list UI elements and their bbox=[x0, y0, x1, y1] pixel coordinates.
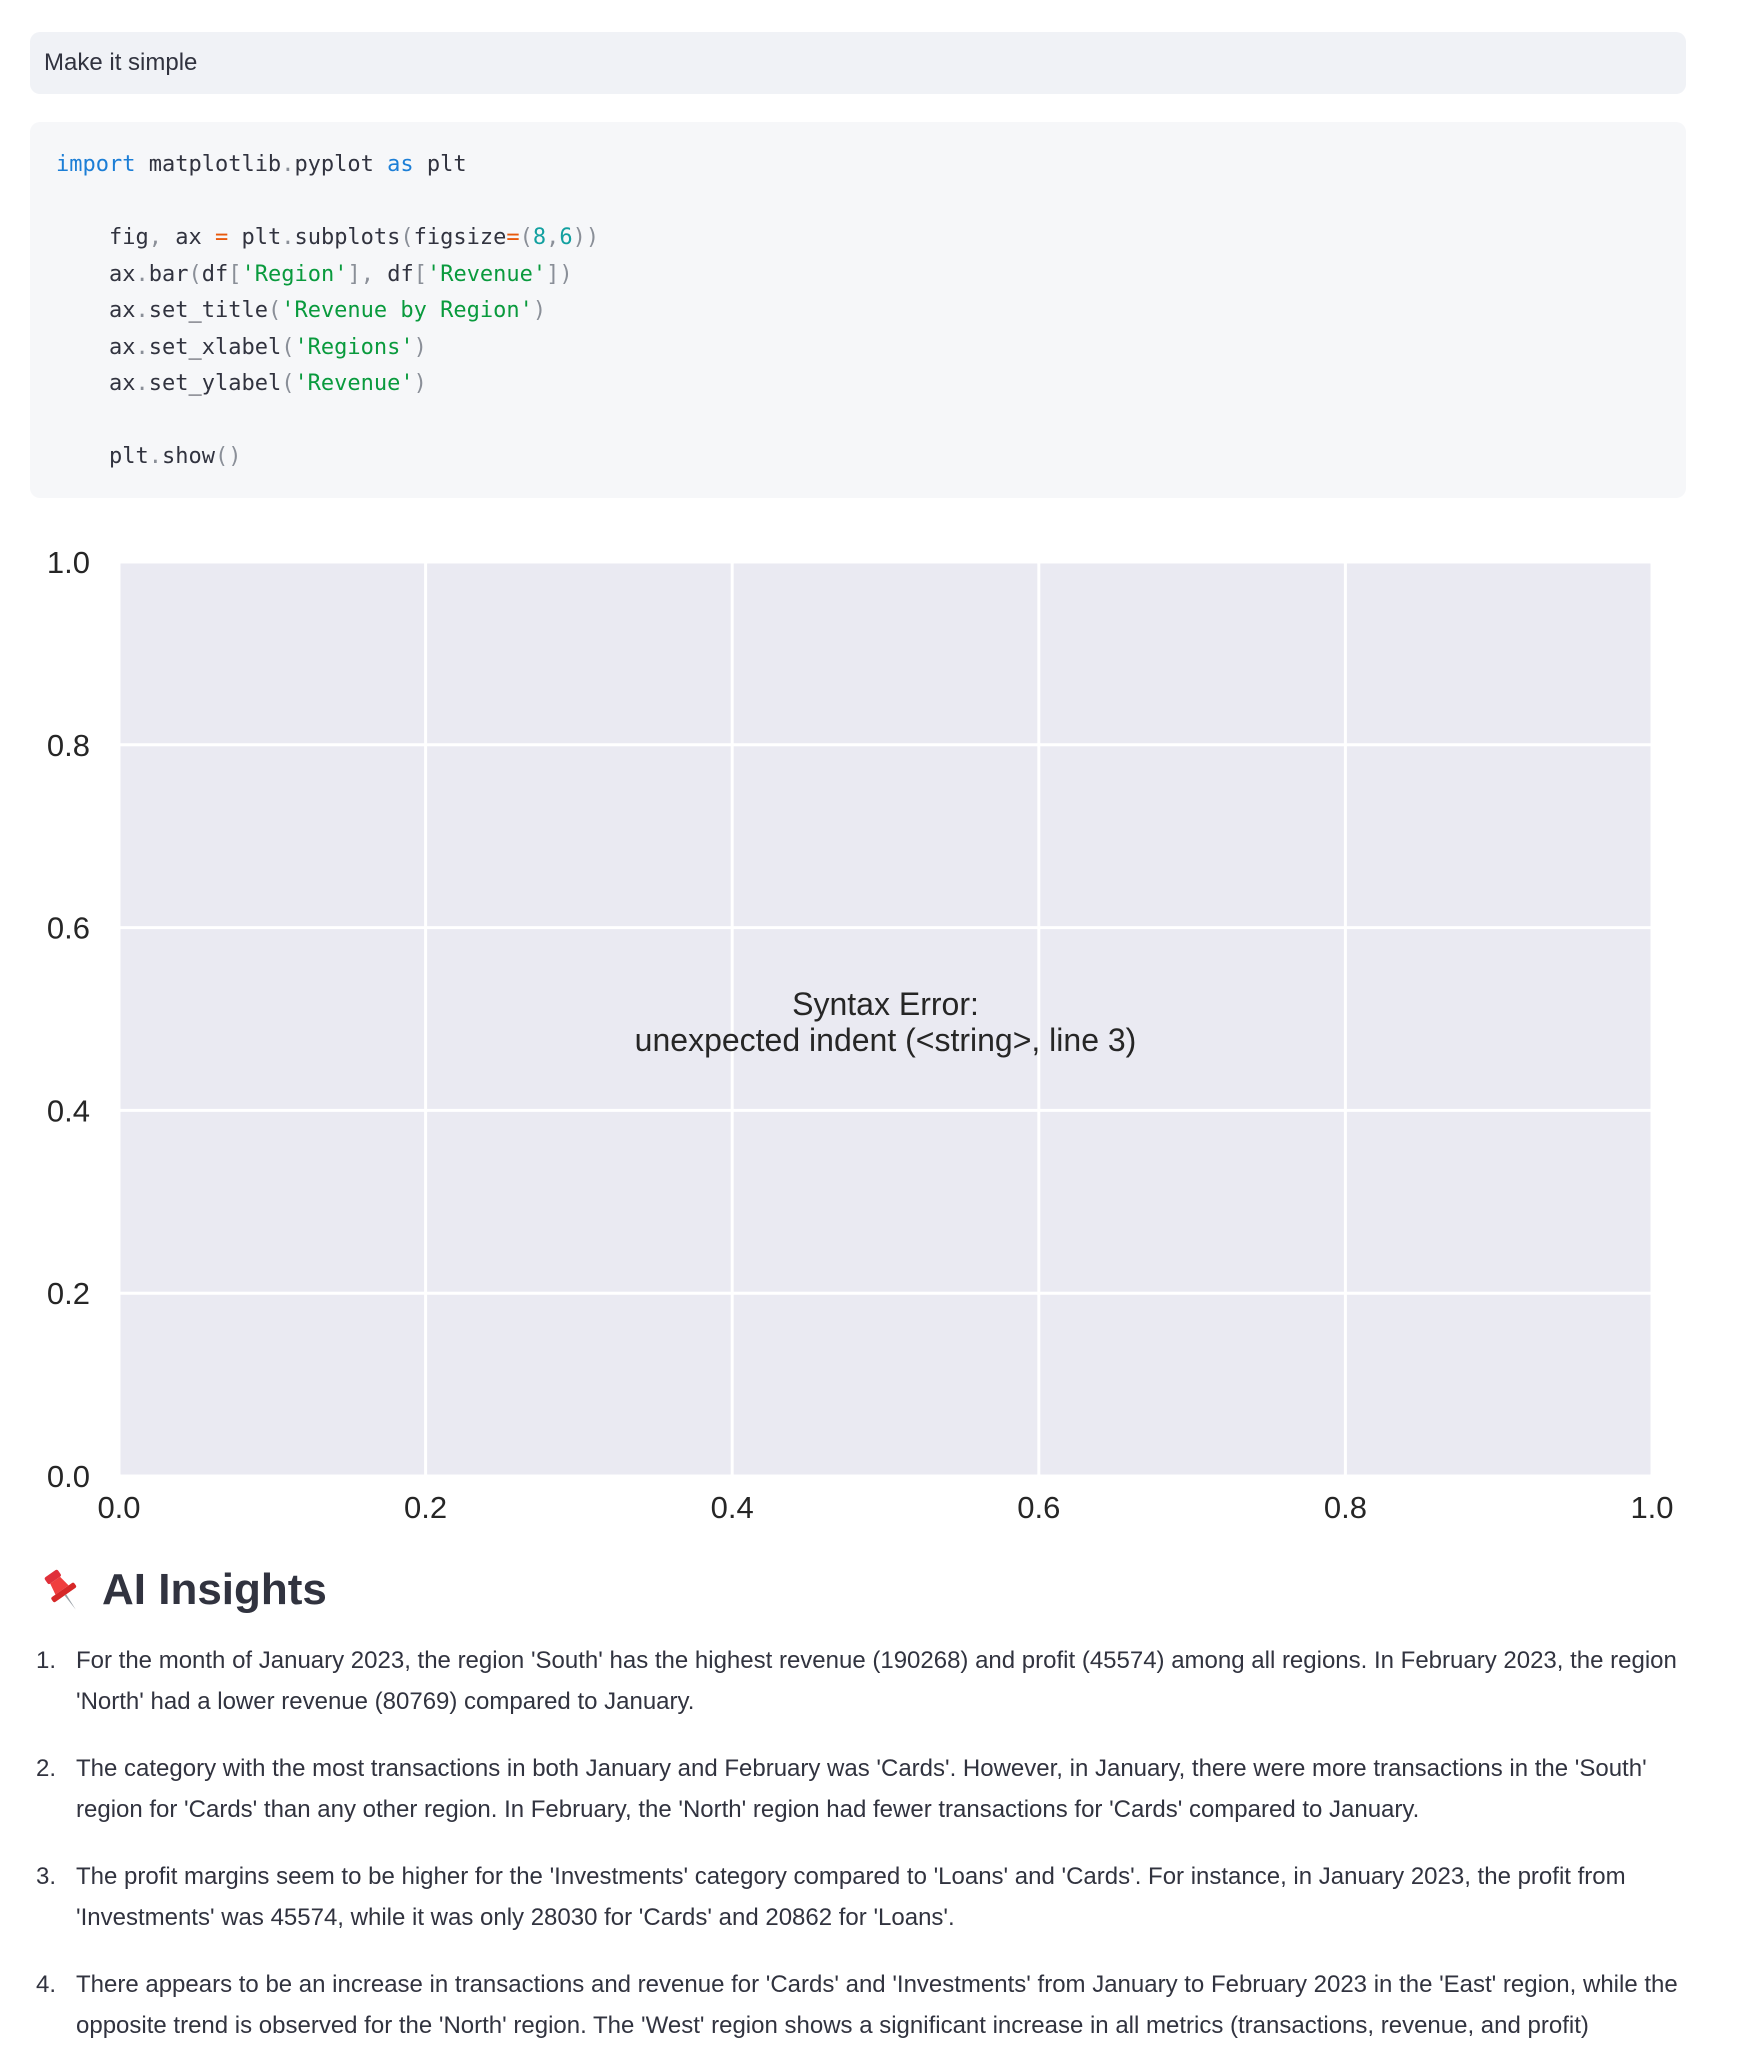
x-tick-label: 1.0 bbox=[1630, 1490, 1673, 1520]
insight-item: 4. There appears to be an increase in tra… bbox=[0, 1964, 1752, 2046]
code-token: 'Region' bbox=[241, 261, 348, 287]
code-token: = bbox=[506, 225, 520, 250]
code-token: ax bbox=[56, 261, 136, 287]
code-token: ]) bbox=[546, 261, 573, 287]
code-token: ax bbox=[56, 334, 136, 360]
user-message-text: Make it simple bbox=[44, 49, 198, 76]
code-token: figsize bbox=[413, 225, 507, 250]
code-token: [ bbox=[228, 261, 242, 287]
code-line: ax.set_title('Revenue by Region') bbox=[56, 296, 546, 326]
y-tick-label: 0.8 bbox=[47, 728, 90, 763]
code-token: ( bbox=[188, 261, 202, 287]
code-token: df bbox=[387, 261, 414, 287]
code-token: import bbox=[56, 152, 136, 177]
code-token: ( bbox=[519, 225, 533, 250]
code-line: ax.set_xlabel('Regions') bbox=[56, 333, 427, 363]
code-token: subplots bbox=[294, 225, 401, 250]
x-tick-label: 0.0 bbox=[97, 1490, 140, 1520]
insight-number: 4. bbox=[36, 1971, 57, 1998]
code-token: , bbox=[148, 225, 176, 250]
insights-heading: AI Insights bbox=[36, 1562, 327, 1618]
code-token: ( bbox=[281, 371, 295, 396]
user-message: Make it simple bbox=[30, 32, 1686, 94]
code-token: ], bbox=[347, 261, 388, 287]
code-token: as bbox=[387, 152, 414, 177]
insights-title: AI Insights bbox=[102, 1565, 327, 1614]
y-tick-label: 0.6 bbox=[47, 911, 90, 946]
code-token: ax bbox=[56, 298, 136, 323]
code-token: pyplot bbox=[294, 152, 388, 177]
chart-figure: 0.0 0.2 0.4 0.6 0.8 1.0 0.0 0.2 0.4 0.6 0.8 1.0 Synt… bbox=[0, 520, 1752, 1525]
code-token: = bbox=[214, 225, 229, 250]
code-line: fig, ax = plt.subplots(figsize=(8,6)) bbox=[56, 223, 599, 253]
code-token: plt bbox=[228, 225, 282, 250]
insight-number: 1. bbox=[36, 1647, 57, 1674]
insight-text: The profit margins seem to be higher for… bbox=[76, 1863, 1626, 1931]
y-tick-label: 0.0 bbox=[47, 1459, 90, 1494]
x-tick-label: 0.6 bbox=[1017, 1490, 1060, 1520]
plot-area bbox=[119, 562, 1652, 1476]
chart-svg: 0.0 0.2 0.4 0.6 0.8 1.0 0.0 0.2 0.4 0.6 0.8 1.0 Synt… bbox=[47, 545, 1674, 1525]
code-token: 'Revenue by Region' bbox=[281, 298, 533, 323]
y-tick-label: 1.0 bbox=[47, 545, 90, 580]
code-token: fig bbox=[56, 225, 149, 250]
code-token: 'Regions' bbox=[294, 334, 414, 360]
code-token: 'Revenue' bbox=[294, 371, 414, 396]
error-annotation-line2: unexpected indent (<string>, line 3) bbox=[635, 1022, 1137, 1058]
code-block: import matplotlib.pyplot as plt fig, ax … bbox=[30, 122, 1686, 498]
code-token: plt bbox=[56, 444, 149, 469]
code-token: [ bbox=[413, 261, 427, 287]
pushpin-icon bbox=[36, 1564, 88, 1616]
code-token: show bbox=[161, 444, 215, 469]
code-token: . bbox=[135, 371, 149, 396]
code-token: bar bbox=[148, 261, 189, 287]
insight-number: 3. bbox=[36, 1863, 57, 1890]
code-token: . bbox=[135, 298, 149, 323]
code-token: . bbox=[135, 334, 149, 360]
code-line: import matplotlib.pyplot as plt bbox=[56, 150, 467, 180]
insight-item: 1. For the month of January 2023, the reg… bbox=[0, 1640, 1752, 1722]
code-token: ax bbox=[175, 225, 215, 250]
insight-item: 2. The category with the most transaction… bbox=[0, 1748, 1752, 1830]
insight-text: For the month of January 2023, the regio… bbox=[76, 1647, 1677, 1715]
code-token: plt bbox=[413, 152, 467, 177]
code-line: ax.bar(df['Region'], df['Revenue']) bbox=[56, 260, 573, 290]
code-token: . bbox=[281, 152, 295, 177]
code-token: , bbox=[546, 225, 560, 250]
code-token: 'Revenue' bbox=[426, 261, 547, 287]
code-token: ( bbox=[267, 298, 282, 323]
code-token: . bbox=[281, 225, 295, 250]
code-token: . bbox=[148, 444, 162, 469]
insights-list: 1. For the month of January 2023, the reg… bbox=[0, 1640, 1752, 2048]
code-line: plt.show() bbox=[56, 442, 241, 472]
x-tick-label: 0.8 bbox=[1324, 1490, 1367, 1520]
code-token: ) bbox=[413, 334, 427, 360]
code-token: ax bbox=[56, 371, 136, 396]
code-token: () bbox=[214, 444, 242, 469]
code-token: ) bbox=[413, 371, 427, 396]
code-token: set_xlabel bbox=[148, 334, 282, 360]
x-tick-label: 0.2 bbox=[404, 1490, 447, 1520]
x-tick-label: 0.4 bbox=[711, 1490, 754, 1520]
y-tick-label: 0.2 bbox=[47, 1276, 90, 1311]
code-token: ( bbox=[400, 225, 414, 250]
insight-text: The category with the most transactions … bbox=[76, 1755, 1647, 1823]
code-token: . bbox=[135, 261, 149, 287]
code-token: set_title bbox=[148, 298, 268, 323]
code-line: ax.set_ylabel('Revenue') bbox=[56, 369, 427, 399]
code-token: set_ylabel bbox=[148, 371, 282, 396]
code-token: 8 bbox=[532, 225, 547, 250]
code-token: ) bbox=[532, 298, 547, 323]
insight-text: There appears to be an increase in trans… bbox=[76, 1971, 1678, 2039]
insight-item: 3. The profit margins seem to be higher f… bbox=[0, 1856, 1752, 1938]
code-token: )) bbox=[572, 225, 600, 250]
code-token: df bbox=[201, 261, 229, 287]
insight-number: 2. bbox=[36, 1755, 57, 1782]
y-tick-label: 0.4 bbox=[47, 1093, 90, 1128]
code-token: 6 bbox=[559, 225, 573, 250]
error-annotation-line1: Syntax Error: bbox=[792, 986, 979, 1022]
code-token: ( bbox=[281, 334, 295, 360]
code-token: matplotlib bbox=[135, 152, 282, 177]
